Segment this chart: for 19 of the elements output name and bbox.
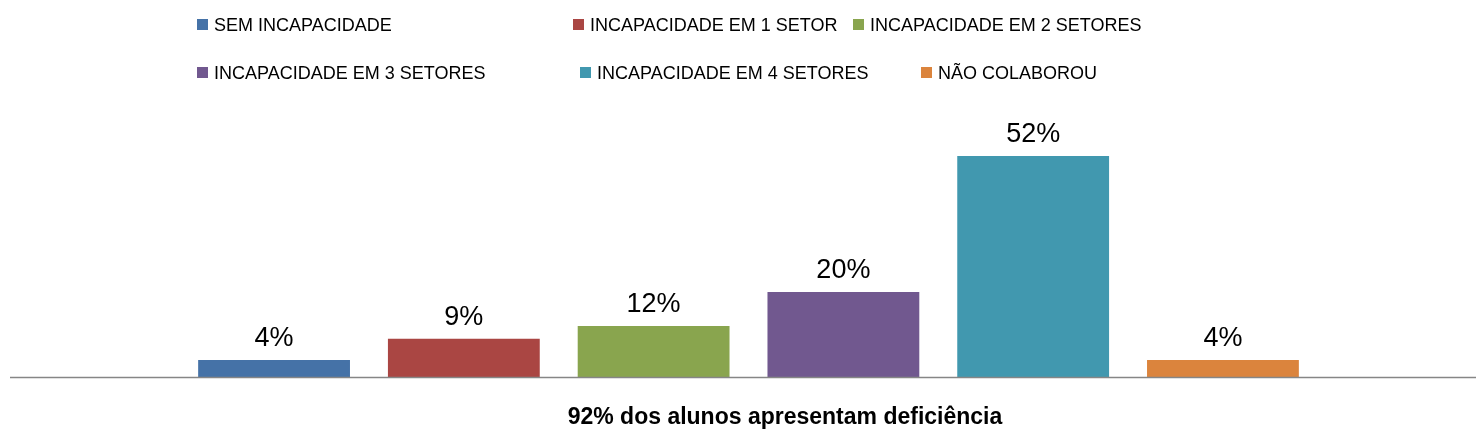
legend-label: SEM INCAPACIDADE [214, 15, 392, 35]
data-label: 9% [444, 300, 484, 331]
bar [957, 156, 1110, 377]
data-label: 4% [254, 322, 294, 352]
legend-label: INCAPACIDADE EM 2 SETORES [870, 15, 1142, 35]
legend-label: INCAPACIDADE EM 4 SETORES [597, 63, 869, 83]
bar [767, 292, 920, 377]
bar [577, 326, 730, 377]
data-label: 20% [816, 254, 871, 284]
data-label: 12% [626, 288, 681, 318]
bar [198, 360, 350, 377]
legend-label: INCAPACIDADE EM 1 SETOR [590, 15, 838, 35]
legend-label: INCAPACIDADE EM 3 SETORES [214, 63, 486, 83]
bar [387, 338, 540, 377]
x-axis-title: 92% dos alunos apresentam deficiência [567, 403, 1003, 429]
legend-label: NÃO COLABOROU [938, 62, 1098, 83]
bar [1147, 360, 1299, 377]
data-label: 52% [1006, 118, 1061, 148]
data-label: 4% [1203, 322, 1243, 352]
